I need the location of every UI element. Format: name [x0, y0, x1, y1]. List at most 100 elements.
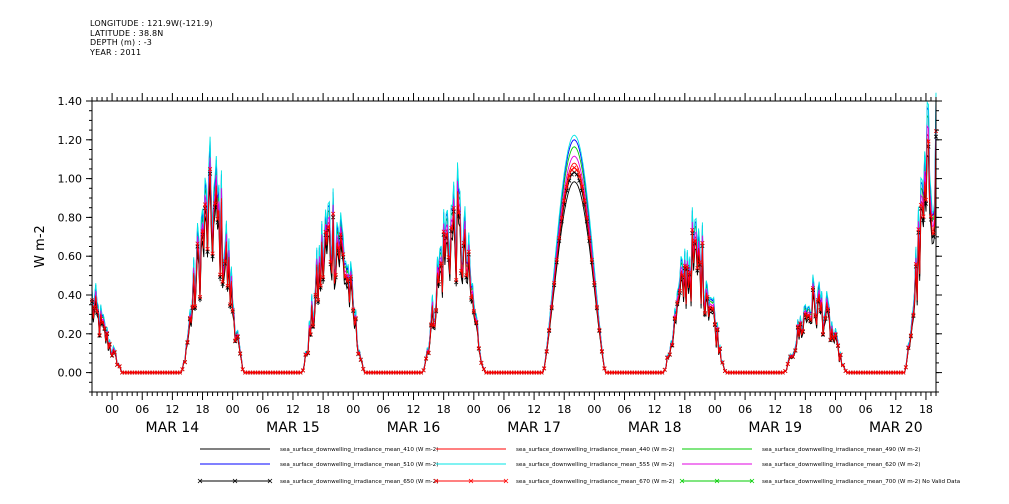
series-marker: [803, 311, 808, 317]
series-marker: [928, 213, 934, 219]
series-marker: [835, 343, 841, 348]
depth-line: DEPTH (m) : -3: [90, 38, 153, 47]
series-marker: [808, 318, 813, 323]
legend-marker: [197, 478, 203, 484]
series-marker: [790, 354, 795, 359]
y-tick-label: 0.60: [58, 250, 83, 263]
series-marker: [908, 333, 913, 338]
series-marker: [913, 261, 918, 267]
x-hour-label: 00: [226, 403, 240, 416]
series-marker: [906, 345, 911, 350]
series-marker: [589, 257, 594, 262]
series-marker: [180, 367, 185, 372]
series-marker: [544, 349, 549, 354]
series-marker: [793, 348, 798, 353]
series-marker: [205, 246, 210, 252]
series-marker: [223, 259, 228, 264]
year-line: YEAR : 2011: [90, 47, 142, 57]
x-date-label: MAR 19: [748, 420, 802, 436]
series-marker: [559, 215, 564, 220]
series-marker: [476, 346, 481, 351]
series-marker: [444, 232, 449, 238]
series-marker: [712, 321, 718, 326]
legend-marker: [679, 478, 685, 484]
series-marker: [554, 257, 559, 262]
series-marker: [557, 235, 562, 240]
series-marker: [599, 349, 604, 354]
series-marker: [197, 294, 203, 300]
series-marker: [197, 296, 203, 301]
series-marker: [225, 283, 230, 288]
series-marker: [710, 307, 715, 312]
series-marker: [702, 312, 707, 317]
series-marker: [308, 331, 313, 337]
series-marker: [200, 229, 205, 234]
latitude-line: LATITUDE : 38.8N: [90, 28, 164, 38]
series-marker: [825, 307, 831, 312]
y-tick-label: 1.20: [58, 134, 83, 147]
y-tick-label: 0.00: [58, 367, 83, 380]
series-marker: [479, 360, 484, 365]
y-tick-label: 0.80: [58, 211, 83, 224]
y-tick-label: 1.40: [58, 95, 83, 108]
series-marker: [587, 235, 592, 240]
legend-marker: [232, 478, 238, 484]
series-marker: [449, 225, 454, 230]
series-marker: [670, 342, 675, 347]
series-marker: [310, 324, 316, 329]
series-marker: [672, 315, 677, 320]
legend-label: sea_surface_downwelling_irradiance_mean_…: [762, 462, 920, 468]
series-marker: [456, 210, 461, 215]
series-line: [91, 125, 937, 374]
series-marker: [901, 370, 906, 375]
series-marker: [94, 309, 100, 314]
series-marker: [466, 249, 471, 254]
series-marker: [235, 334, 240, 339]
x-date-label: MAR 17: [507, 420, 561, 436]
x-hour-label: 00: [105, 403, 119, 416]
series-marker: [820, 332, 826, 337]
series-marker: [584, 215, 589, 220]
series-marker: [182, 359, 188, 365]
series-marker: [810, 285, 815, 291]
series-marker: [431, 323, 436, 328]
series-marker: [923, 197, 929, 202]
series-line: [91, 131, 937, 374]
series-marker: [459, 268, 464, 273]
series-line: [91, 117, 937, 374]
series-marker: [361, 366, 366, 371]
series-marker: [424, 356, 429, 361]
legend-marker: [503, 478, 509, 484]
series-marker: [303, 352, 308, 357]
series-marker: [923, 201, 929, 206]
series-marker: [92, 305, 97, 310]
series-marker: [549, 304, 554, 309]
legend-marker: [714, 478, 720, 484]
x-hour-label: 18: [316, 403, 330, 416]
series-marker: [348, 274, 353, 279]
series-marker: [454, 278, 459, 283]
longitude-line: LONGITUDE : 121.9W(-121.9): [90, 19, 213, 28]
y-axis-label: W m-2: [33, 225, 48, 268]
x-hour-label: 00: [467, 403, 481, 416]
series-marker: [323, 229, 328, 234]
x-hour-label: 06: [738, 403, 752, 416]
x-hour-label: 00: [708, 403, 722, 416]
series-marker: [97, 332, 102, 338]
series-marker: [213, 205, 218, 210]
series-marker: [783, 368, 788, 374]
x-hour-label: 18: [919, 403, 933, 416]
legend-marker: [749, 478, 755, 484]
series-marker: [429, 322, 434, 327]
x-hour-label: 18: [798, 403, 812, 416]
series-marker: [328, 259, 333, 264]
series-marker: [481, 366, 486, 372]
series-marker: [931, 234, 936, 239]
series-marker: [574, 167, 579, 172]
series-marker: [921, 217, 926, 223]
x-hour-label: 12: [407, 403, 421, 416]
legend-label: sea_surface_downwelling_irradiance_mean_…: [762, 479, 960, 485]
series-marker: [838, 352, 843, 357]
series-marker: [667, 352, 672, 357]
series-marker: [579, 184, 584, 189]
